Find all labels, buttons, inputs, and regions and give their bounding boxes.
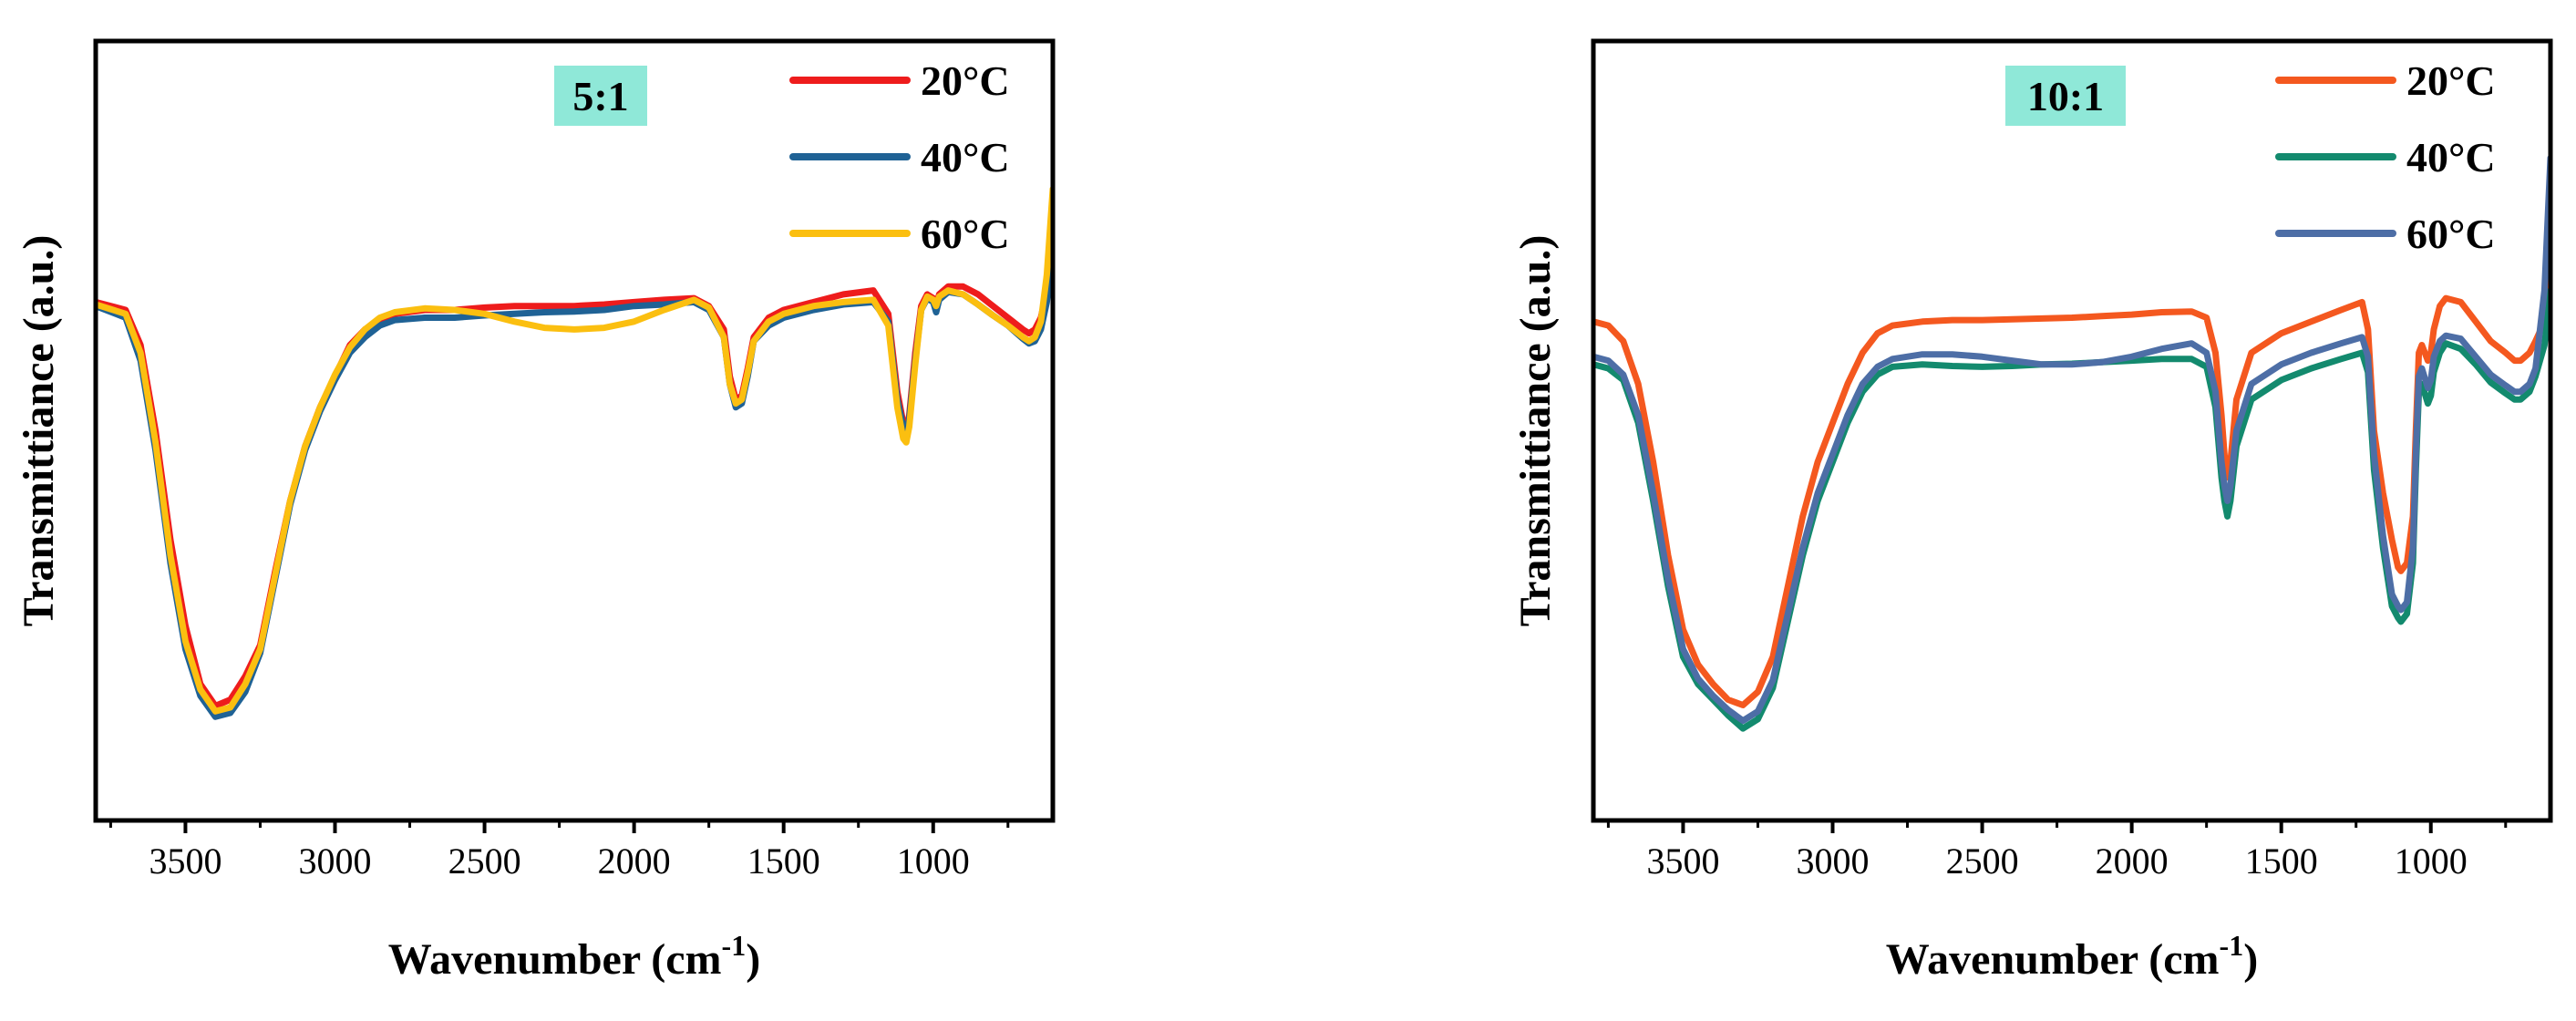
series-line-40c [1593, 287, 2550, 732]
legend-label: 60°C [921, 211, 1010, 257]
y-axis-label: Transmittiance (a.u.) [1511, 235, 1560, 627]
x-tick-label: 3000 [1797, 841, 1870, 882]
panel-label: 10:1 [2027, 73, 2104, 119]
x-tick-label: 2000 [2096, 841, 2169, 882]
chart-panel-1: 3500 3000 2500 2000 1500 1000 Wavenumber (cm-1… [15, 38, 1056, 984]
x-tick-label: 1500 [747, 841, 820, 882]
legend-label: 60°C [2406, 211, 2496, 257]
x-tick-label: 1000 [897, 841, 970, 882]
x-tick-label: 1000 [2395, 841, 2468, 882]
series-line-60c [96, 185, 1053, 715]
series-line-20c [1593, 272, 2550, 708]
x-tick-label: 3500 [1646, 841, 1719, 882]
x-tick-label: 2500 [448, 841, 521, 882]
panel-label: 5:1 [572, 73, 628, 119]
x-tick-label: 3500 [149, 841, 222, 882]
x-tick-label: 3000 [299, 841, 372, 882]
panel-label-box [554, 66, 647, 126]
legend-label: 20°C [921, 57, 1010, 104]
panel-label-box [2005, 66, 2126, 126]
legend-label: 20°C [2406, 57, 2496, 104]
legend-label: 40°C [921, 134, 1010, 180]
chart-panel-2: 3500 3000 2500 2000 1500 1000 Wavenumber (cm-1… [1511, 38, 2553, 984]
x-tick-label: 1500 [2245, 841, 2318, 882]
x-tick-label: 2500 [1946, 841, 2019, 882]
x-axis-label: Wavenumber (cm-1) [1886, 929, 2258, 984]
y-axis-label: Transmittiance (a.u.) [15, 235, 63, 627]
plot-frame [1591, 38, 2553, 823]
x-axis-label: Wavenumber (cm-1) [388, 929, 760, 984]
series-group [96, 185, 1053, 720]
series-line-60c [1593, 154, 2550, 725]
series-line-40c [96, 244, 1053, 720]
series-group [1593, 154, 2550, 732]
legend-label: 40°C [2406, 134, 2496, 180]
plot-frame [93, 38, 1056, 823]
x-tick-label: 2000 [598, 841, 671, 882]
